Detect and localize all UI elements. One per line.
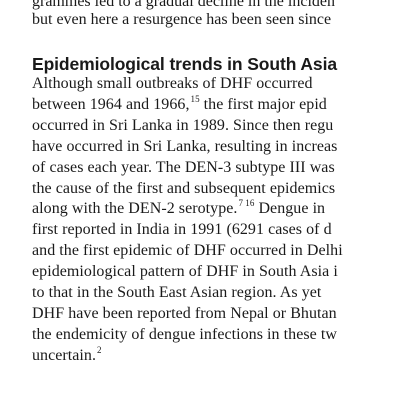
line-text: occurred in Sri Lanka in 1989. Since the… (32, 116, 334, 134)
body-text-line: to that in the South East Asian region. … (32, 283, 321, 303)
line-text: Although small outbreaks of DHF occurred (32, 75, 313, 92)
body-text-line: the cause of the first and subsequent ep… (32, 179, 335, 199)
body-text-line: along with the DEN-2 serotype.7 16 Dengu… (32, 198, 326, 220)
line-text: epidemiological pattern of DHF in South … (32, 263, 338, 281)
line-text: along with the DEN-2 serotype. (32, 200, 238, 218)
citation-superscript: 2 (97, 344, 102, 355)
citation-superscript: 7 16 (238, 198, 255, 209)
line-text: have occurred in Sri Lanka, resulting in… (32, 137, 338, 155)
body-text-line: of cases each year. The DEN-3 subtype II… (32, 158, 335, 178)
line-text: first reported in India in 1991 (6291 ca… (32, 221, 332, 239)
body-text-line: Although small outbreaks of DHF occurred (32, 74, 313, 94)
body-text-line: DHF have been reported from Nepal or Bhu… (32, 304, 337, 324)
line-text-continued: Dengue in (254, 200, 326, 218)
line-text: the cause of the first and subsequent ep… (32, 179, 336, 197)
body-text-line: and the first epidemic of DHF occurred i… (32, 241, 343, 261)
line-text: and the first epidemic of DHF occurred i… (32, 242, 343, 260)
body-text-line: between 1964 and 1966,15 the first major… (32, 93, 327, 116)
body-text-line: have occurred in Sri Lanka, resulting in… (32, 137, 337, 157)
section-heading: Epidemiological trends in South Asia (32, 54, 337, 74)
line-text-continued: the first major epid (199, 95, 327, 113)
body-text-line: uncertain.2 (32, 344, 102, 367)
line-text: the endemicity of dengue infections in t… (32, 325, 337, 343)
line-text: to that in the South East Asian region. … (32, 284, 322, 301)
body-text-line: epidemiological pattern of DHF in South … (32, 262, 338, 282)
line-text: uncertain. (32, 346, 97, 364)
body-text-line: first reported in India in 1991 (6291 ca… (32, 220, 332, 240)
body-text-line: the endemicity of dengue infections in t… (32, 325, 337, 345)
citation-superscript: 15 (190, 93, 200, 104)
preceding-paragraph-line: but even here a resurgence has been seen… (32, 11, 332, 28)
body-text-line: occurred in Sri Lanka in 1989. Since the… (32, 116, 333, 136)
line-text: DHF have been reported from Nepal or Bhu… (32, 304, 337, 322)
preceding-paragraph-line: grammes led to a gradual decline in the … (32, 0, 335, 10)
line-text: between 1964 and 1966, (32, 95, 190, 113)
line-text: of cases each year. The DEN-3 subtype II… (32, 158, 335, 176)
